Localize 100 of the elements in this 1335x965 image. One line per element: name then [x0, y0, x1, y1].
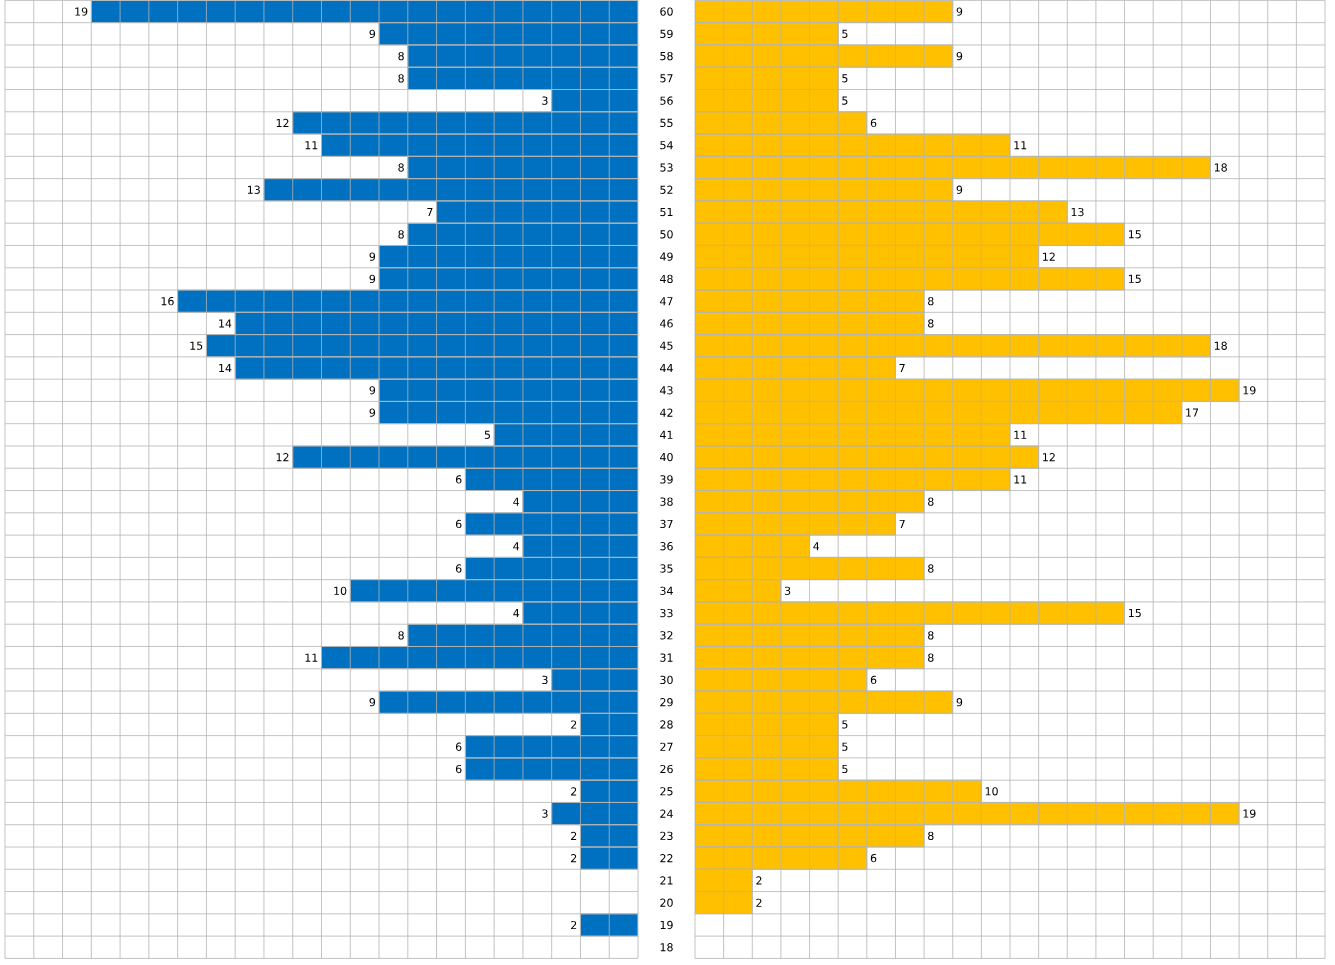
data-label: 10: [985, 786, 998, 796]
y-tick-label: 49: [660, 252, 673, 261]
data-label: 18: [1214, 341, 1227, 350]
bar: [580, 913, 638, 937]
data-label: 8: [398, 74, 404, 83]
data-label: 3: [542, 675, 548, 684]
bar: [580, 846, 638, 870]
data-label: 5: [842, 96, 848, 105]
data-label: 15: [190, 341, 203, 350]
data-label: 5: [842, 742, 848, 751]
data-label: 8: [928, 653, 934, 662]
data-label: 8: [928, 296, 934, 306]
data-label: 2: [756, 876, 762, 885]
data-label: 8: [928, 631, 934, 640]
y-tick-label: 57: [660, 74, 673, 83]
data-label: 19: [1243, 809, 1256, 818]
data-label: 4: [513, 608, 520, 617]
y-tick-label: 25: [660, 786, 673, 796]
data-label: 6: [870, 118, 877, 127]
data-label: 8: [928, 319, 934, 328]
y-tick-label: 33: [660, 608, 673, 618]
data-label: 9: [369, 408, 376, 417]
data-label: 2: [571, 853, 577, 863]
y-tick-label: 44: [660, 363, 673, 372]
data-label: 9: [369, 252, 376, 261]
data-label: 8: [398, 51, 404, 61]
y-tick-label: 41: [660, 430, 673, 439]
y-tick-label: 32: [660, 631, 673, 640]
data-label: 2: [571, 787, 577, 796]
data-label: 9: [956, 7, 963, 16]
y-tick-label: 59: [660, 29, 673, 38]
y-tick-label: 42: [660, 408, 673, 417]
y-tick-label: 43: [660, 385, 673, 395]
y-tick-label: 26: [660, 764, 673, 773]
y-tick-label: 23: [660, 831, 673, 840]
data-label: 7: [427, 207, 433, 216]
data-label: 18: [1214, 163, 1227, 172]
data-label: 14: [219, 319, 232, 328]
data-label: 6: [455, 475, 462, 484]
data-label: 11: [1014, 141, 1027, 150]
y-tick-label: 35: [660, 564, 673, 573]
data-label: 6: [455, 742, 462, 751]
y-tick-label: 45: [660, 341, 673, 350]
data-label: 13: [247, 185, 260, 194]
data-label: 15: [1128, 608, 1141, 617]
data-label: 8: [928, 831, 934, 840]
data-label: 11: [1014, 475, 1027, 484]
y-tick-label: 51: [660, 207, 673, 216]
data-label: 16: [161, 296, 174, 306]
y-tick-label: 55: [660, 118, 673, 127]
data-label: 15: [1128, 230, 1141, 239]
data-label: 6: [455, 764, 462, 773]
y-tick-label: 29: [660, 697, 673, 707]
data-label: 4: [513, 497, 520, 506]
y-tick-label: 50: [660, 229, 673, 239]
y-tick-label: 19: [660, 920, 673, 929]
data-label: 2: [571, 831, 577, 840]
data-label: 9: [956, 51, 963, 61]
data-label: 8: [398, 229, 404, 239]
y-tick-label: 40: [660, 452, 673, 462]
y-tick-label: 24: [660, 809, 673, 818]
data-label: 12: [276, 452, 289, 462]
data-label: 19: [75, 7, 88, 16]
data-label: 6: [870, 675, 877, 684]
data-label: 8: [398, 163, 404, 172]
data-label: 9: [369, 697, 376, 707]
data-label: 6: [870, 853, 877, 863]
data-label: 3: [542, 809, 548, 818]
data-label: 9: [956, 185, 963, 194]
y-tick-label: 46: [660, 319, 673, 328]
data-label: 14: [219, 363, 232, 372]
data-label: 7: [899, 519, 905, 528]
y-tick-label: 34: [660, 586, 673, 595]
data-label: 2: [571, 720, 577, 729]
y-tick-label: 56: [660, 96, 673, 105]
data-label: 2: [756, 898, 762, 907]
data-label: 4: [813, 542, 820, 551]
y-tick-label: 31: [660, 653, 673, 662]
y-tick-label: 53: [660, 163, 673, 172]
data-label: 12: [1043, 252, 1055, 261]
data-label: 9: [369, 29, 376, 38]
data-label: 3: [542, 96, 548, 105]
y-tick-label: 48: [660, 274, 673, 283]
y-tick-label: 22: [660, 853, 673, 863]
data-label: 9: [369, 385, 376, 395]
data-label: 15: [1128, 274, 1141, 283]
data-label: 6: [455, 564, 462, 573]
data-label: 11: [305, 141, 318, 150]
y-tick-label: 52: [660, 185, 673, 194]
data-label: 4: [513, 542, 520, 551]
y-tick-label: 21: [660, 876, 673, 885]
data-label: 5: [842, 74, 848, 83]
data-label: 12: [1043, 452, 1055, 462]
y-tick-label: 28: [660, 720, 673, 729]
data-label: 6: [455, 519, 462, 528]
y-tick-label: 39: [660, 475, 673, 484]
data-label: 11: [305, 653, 318, 662]
data-label: 17: [1186, 408, 1199, 417]
data-label: 8: [398, 631, 404, 640]
y-tick-label: 37: [660, 519, 673, 528]
